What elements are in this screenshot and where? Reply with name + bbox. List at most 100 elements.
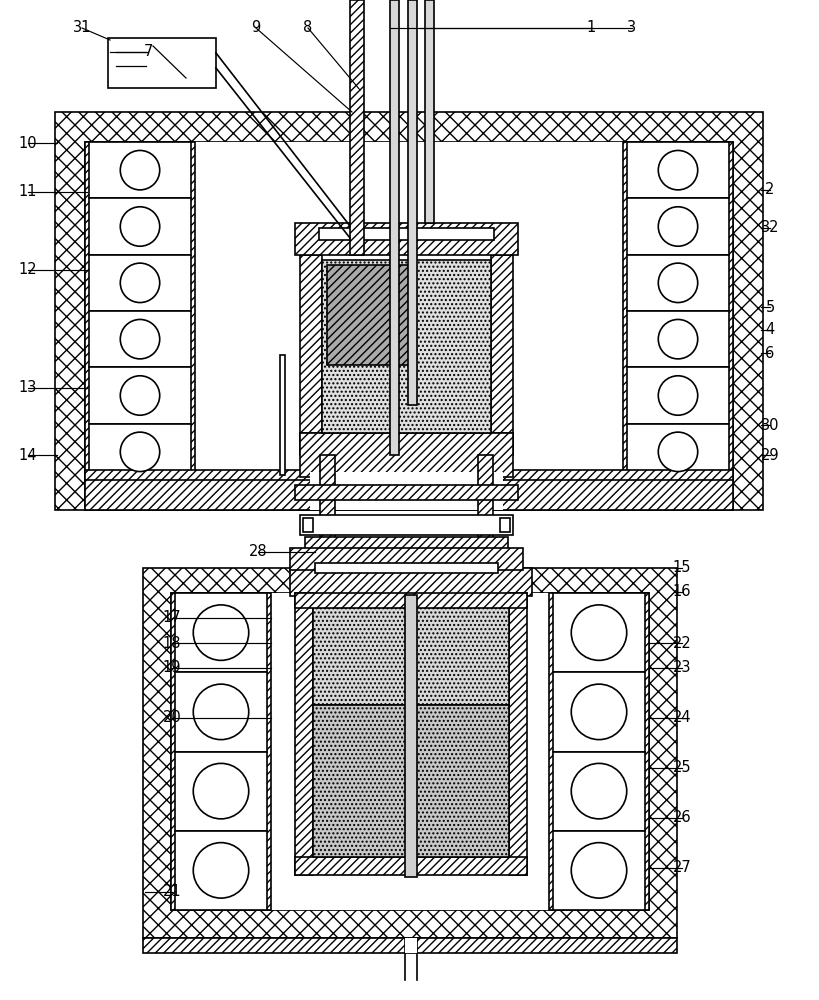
Bar bbox=[478, 455, 493, 555]
Circle shape bbox=[120, 432, 160, 472]
Text: 19: 19 bbox=[163, 660, 181, 676]
Text: 15: 15 bbox=[672, 560, 691, 576]
Bar bbox=[89, 424, 191, 480]
Text: 4: 4 bbox=[766, 322, 775, 338]
Circle shape bbox=[658, 263, 698, 303]
Bar bbox=[290, 568, 532, 596]
Bar bbox=[280, 355, 285, 475]
Polygon shape bbox=[493, 480, 733, 510]
Text: 32: 32 bbox=[761, 221, 779, 235]
Text: 12: 12 bbox=[19, 262, 38, 277]
Circle shape bbox=[120, 263, 160, 303]
Text: 1: 1 bbox=[586, 20, 595, 35]
Text: 3: 3 bbox=[627, 20, 636, 35]
Text: 28: 28 bbox=[249, 544, 267, 560]
Bar bbox=[627, 424, 729, 480]
Text: 31: 31 bbox=[73, 20, 91, 35]
Bar bbox=[89, 198, 191, 255]
Bar bbox=[553, 672, 645, 752]
Text: 11: 11 bbox=[19, 184, 37, 200]
Bar bbox=[408, 0, 417, 405]
Circle shape bbox=[572, 605, 627, 660]
Bar bbox=[85, 142, 733, 480]
Bar bbox=[195, 142, 623, 480]
Text: 22: 22 bbox=[672, 636, 691, 650]
Text: 21: 21 bbox=[163, 884, 181, 900]
Bar bbox=[89, 311, 191, 367]
Bar bbox=[300, 255, 322, 455]
Text: 2: 2 bbox=[765, 182, 775, 198]
Text: 24: 24 bbox=[672, 710, 691, 726]
Bar bbox=[305, 537, 508, 555]
Circle shape bbox=[572, 763, 627, 819]
Bar bbox=[89, 255, 191, 311]
Text: 7: 7 bbox=[143, 44, 152, 60]
Text: 10: 10 bbox=[19, 135, 38, 150]
Circle shape bbox=[572, 843, 627, 898]
Text: 29: 29 bbox=[761, 448, 780, 462]
Text: 13: 13 bbox=[19, 380, 37, 395]
Bar bbox=[89, 142, 191, 198]
Bar bbox=[295, 593, 527, 608]
Text: 27: 27 bbox=[672, 860, 691, 876]
Bar bbox=[623, 142, 733, 480]
Bar bbox=[310, 472, 503, 510]
Circle shape bbox=[120, 150, 160, 190]
Text: 14: 14 bbox=[19, 448, 37, 462]
Text: 26: 26 bbox=[672, 810, 691, 826]
Text: 9: 9 bbox=[251, 20, 260, 35]
Bar bbox=[108, 38, 216, 88]
Circle shape bbox=[193, 684, 249, 740]
Bar bbox=[315, 563, 498, 573]
Circle shape bbox=[120, 376, 160, 415]
Bar bbox=[171, 593, 649, 910]
Bar bbox=[405, 938, 417, 953]
Bar bbox=[627, 142, 729, 198]
Bar bbox=[313, 595, 509, 705]
Bar bbox=[175, 672, 267, 752]
Bar bbox=[300, 515, 513, 535]
Bar bbox=[350, 0, 364, 255]
Text: 8: 8 bbox=[303, 20, 313, 35]
Circle shape bbox=[658, 207, 698, 246]
Bar bbox=[549, 593, 649, 910]
Bar bbox=[500, 518, 510, 532]
Bar bbox=[491, 255, 513, 455]
Bar bbox=[405, 595, 417, 877]
Bar bbox=[175, 831, 267, 910]
Bar bbox=[290, 548, 523, 570]
Bar bbox=[171, 593, 271, 910]
Bar bbox=[89, 367, 191, 424]
Bar bbox=[300, 433, 513, 455]
Bar bbox=[553, 752, 645, 831]
Bar bbox=[295, 593, 313, 875]
Bar bbox=[627, 255, 729, 311]
Bar bbox=[627, 198, 729, 255]
Bar bbox=[553, 593, 645, 672]
Bar bbox=[319, 228, 494, 240]
Circle shape bbox=[658, 376, 698, 415]
Bar bbox=[143, 938, 677, 953]
Bar bbox=[175, 593, 267, 672]
Circle shape bbox=[193, 763, 249, 819]
Circle shape bbox=[120, 319, 160, 359]
Bar bbox=[295, 485, 518, 500]
Bar bbox=[553, 831, 645, 910]
Bar bbox=[313, 705, 509, 857]
Circle shape bbox=[120, 207, 160, 246]
Circle shape bbox=[193, 605, 249, 660]
Bar bbox=[425, 0, 434, 223]
Text: 23: 23 bbox=[672, 660, 691, 676]
Bar bbox=[271, 593, 549, 910]
Circle shape bbox=[658, 150, 698, 190]
Bar bbox=[55, 112, 763, 510]
Bar bbox=[143, 568, 677, 938]
Circle shape bbox=[658, 432, 698, 472]
Text: 17: 17 bbox=[163, 610, 181, 626]
Bar bbox=[509, 593, 527, 875]
Bar bbox=[85, 470, 733, 510]
Bar bbox=[322, 260, 491, 433]
Bar bbox=[295, 223, 518, 255]
Text: 6: 6 bbox=[766, 346, 775, 360]
Circle shape bbox=[658, 319, 698, 359]
